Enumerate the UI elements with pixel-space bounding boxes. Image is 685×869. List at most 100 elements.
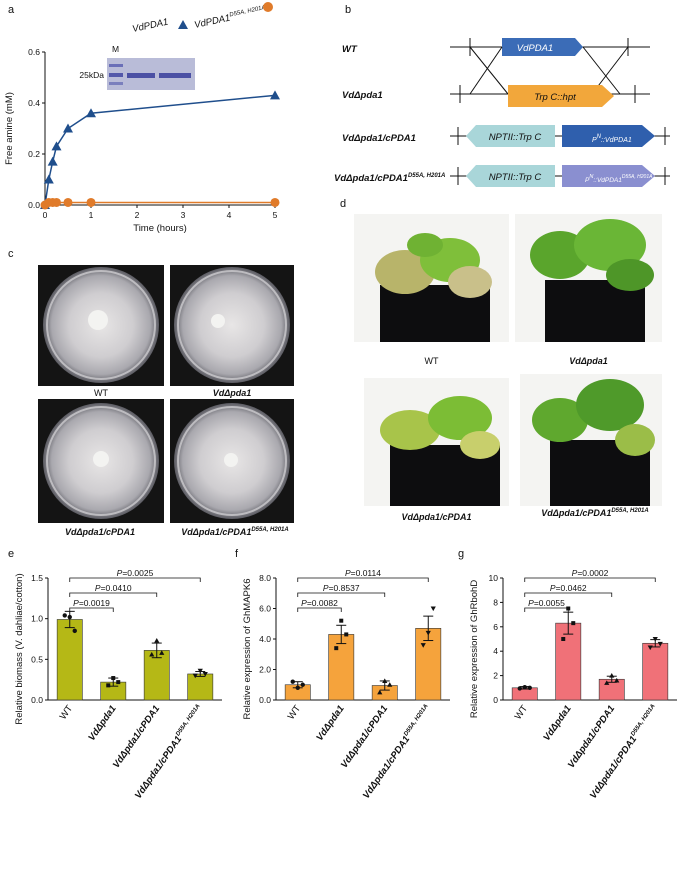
panel-a-chart: 0 1 2 3 4 5 0.0 0.2 0.4 0.6 Time (hours) Free amine… [4, 2, 280, 234]
a-gel-marker-band [109, 64, 123, 67]
nptii-cassette-arrow-1 [466, 125, 555, 147]
g-datapoint [604, 680, 610, 685]
a-gel-inset: M 25kDa [79, 44, 195, 90]
g-sig-bracket [524, 592, 613, 597]
g-datapoint [609, 673, 615, 678]
a-series-line-0 [44, 94, 276, 206]
vdpda1-gene-arrow [502, 38, 583, 56]
vdpda1-gene-label: VdPDA1 [517, 43, 553, 54]
e-sig-bracket [69, 592, 158, 597]
panel-label-f: f [235, 548, 239, 560]
f-datapoint [425, 630, 431, 636]
plant-label-comp: VdΔpda1/cPDA1 [401, 512, 472, 522]
panel-b-constructs: WT VdPDA1 VdΔpda1 Trp C::hpt VdΔpda1/cPD… [334, 38, 670, 187]
g-ytick-label: 8 [493, 597, 498, 607]
a-ylabel: Free amine (mM) [4, 92, 15, 165]
e-ytick-label: 0.0 [31, 695, 43, 705]
e-datapoint [159, 650, 165, 655]
e-category-label: WT [58, 703, 76, 722]
g-category-label: VdΔpda1/cPDA1 [566, 703, 617, 770]
panel-label-e: e [8, 548, 15, 560]
g-ylabel: Relative expression of GhRbohD [469, 580, 480, 718]
f-datapoint [377, 689, 383, 695]
comp-gene-promoter: PN::VdPDA1 [592, 134, 632, 144]
e-datapoint [111, 676, 116, 681]
a-ytick-label: 0.6 [28, 47, 40, 57]
construct-label-comp: VdΔpda1/cPDA1 [342, 133, 416, 144]
f-pvalue: P=0.0082 [301, 598, 338, 608]
g-pvalue: P=0.0055 [528, 598, 565, 608]
construct-label-mut: VdΔpda1/cPDA1D55A, H201A [334, 173, 445, 184]
plant-label-mut: VdΔpda1/cPDA1D55A, H201A [541, 508, 649, 518]
e-category-label: VdΔpda1/cPDA1 [111, 703, 162, 770]
mut-gene-arrow [562, 165, 655, 187]
comp-gene-arrow [562, 125, 655, 147]
a-point-triangle [51, 141, 62, 151]
a-xtick-label: 5 [273, 210, 278, 220]
f-sig-bracket [297, 592, 386, 597]
hpt-cassette-label: Trp C::hpt [534, 92, 576, 103]
e-ytick-label: 0.5 [31, 654, 43, 664]
construct-label-delta: VdΔpda1 [342, 90, 383, 101]
e-datapoint [116, 680, 121, 685]
g-sig-bracket [524, 577, 656, 582]
f-ytick-label: 4.0 [259, 634, 271, 644]
f-datapoint [290, 679, 295, 684]
g-datapoint [527, 685, 532, 690]
e-pvalue: P=0.0025 [117, 568, 154, 578]
g-ytick-label: 0 [493, 695, 498, 705]
f-ytick-label: 6.0 [259, 604, 271, 614]
a-ytick-label: 0.0 [28, 200, 40, 210]
g-datapoint [571, 621, 576, 626]
a-gel-band-mut [159, 73, 191, 78]
panel-label-d: d [340, 198, 347, 210]
a-ytick-label: 0.4 [28, 98, 40, 108]
nptii-cassette-arrow-2 [466, 165, 555, 187]
g-pvalue: P=0.0002 [572, 568, 609, 578]
plant-label-delta: VdΔpda1 [569, 356, 608, 366]
plate-label-delta: VdΔpda1 [212, 388, 252, 398]
g-ytick-label: 10 [489, 573, 499, 583]
g-category-label: WT [513, 703, 531, 722]
nptii-cassette-label-1: NPTII::Trp C [489, 132, 542, 143]
a-point-circle [63, 197, 73, 207]
f-datapoint [334, 646, 339, 651]
a-gel-marker-band [109, 82, 123, 85]
g-bar [555, 622, 582, 701]
e-ytick-label: 1.0 [31, 614, 43, 624]
construct-label-wt: WT [342, 44, 358, 55]
g-datapoint [652, 637, 658, 642]
f-datapoint [420, 643, 426, 648]
a-xtick-label: 0 [43, 210, 48, 220]
f-datapoint [344, 632, 349, 637]
hpt-cassette-arrow [508, 85, 614, 107]
panel-label-g: g [458, 548, 465, 560]
mut-gene-promoter: PN::VdPDA1D55A, H201A [585, 174, 653, 184]
a-xtick-label: 1 [89, 210, 94, 220]
panel-g-chart: 0 2 4 6 8 10 Relative expression of GhRbohD WT V… [469, 568, 677, 801]
e-datapoint [192, 673, 198, 679]
g-datapoint [614, 677, 620, 683]
f-datapoint [430, 606, 436, 612]
f-ytick-label: 2.0 [259, 665, 271, 675]
e-datapoint [72, 628, 77, 634]
plate-label-comp: VdΔpda1/cPDA1 [64, 527, 136, 537]
a-point-triangle [43, 174, 54, 184]
e-ylabel: Relative biomass (V. dahliae/cotton) [14, 573, 25, 724]
g-pvalue: P=0.0462 [550, 583, 587, 593]
e-datapoint [197, 668, 203, 674]
a-legend-label-0: VdPDA1 [131, 17, 169, 35]
g-ytick-label: 6 [493, 622, 498, 632]
e-sig-bracket [69, 577, 201, 582]
f-pvalue: P=0.8537 [323, 583, 360, 593]
e-pvalue: P=0.0019 [73, 598, 110, 608]
a-legend: VdPDA1 VdPDA1D55A, H201A [131, 2, 273, 35]
f-ytick-label: 8.0 [259, 573, 271, 583]
a-ytick-label: 0.2 [28, 149, 40, 159]
e-datapoint [62, 613, 67, 618]
a-xtick-label: 3 [181, 210, 186, 220]
g-ytick-label: 2 [493, 671, 498, 681]
g-datapoint [657, 641, 663, 647]
plant-photo-mut [520, 374, 662, 506]
plant-photo-wt [354, 214, 509, 342]
